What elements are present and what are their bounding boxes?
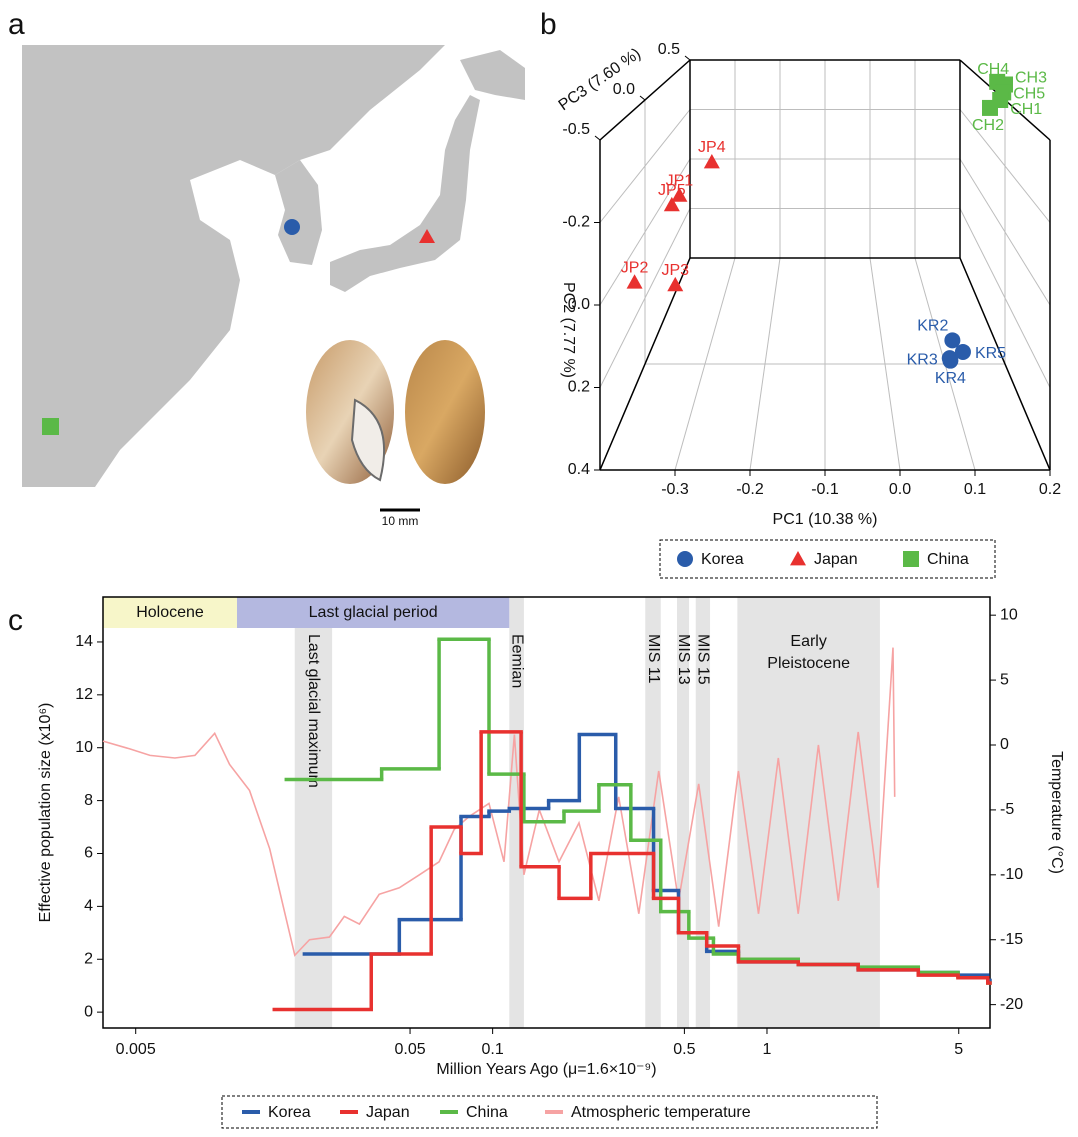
y-tick-label: 12 — [75, 686, 93, 703]
period-label: Holocene — [136, 604, 204, 621]
legend-label: Atmospheric temperature — [571, 1104, 751, 1121]
shaded-label: Pleistocene — [767, 655, 850, 672]
tick-mark — [640, 96, 645, 100]
x-tick-label: 5 — [954, 1041, 963, 1058]
panel-label: c — [8, 604, 23, 637]
point — [942, 353, 958, 369]
tick-mark — [685, 56, 690, 60]
x-tick-label: 0.05 — [394, 1041, 425, 1058]
x-tick-label: -0.1 — [811, 481, 839, 498]
x-tick-label: 0.1 — [964, 481, 986, 498]
legend-label: Japan — [366, 1104, 410, 1121]
y2-tick-label: -10 — [1000, 866, 1023, 883]
legend-label: Japan — [814, 551, 858, 568]
legend-label: Korea — [268, 1104, 311, 1121]
point-label: JP2 — [621, 259, 649, 276]
y2-tick-label: -15 — [1000, 931, 1023, 948]
figure: a 10 mm b -0.3 -0.2 -0.1 0.0 0.1 0.2 -0.2 0.0 0.2… — [0, 0, 1078, 1137]
point-label: CH4 — [977, 61, 1009, 78]
x-axis-title: PC1 (10.38 %) — [773, 511, 878, 528]
x-tick-label: -0.3 — [661, 481, 689, 498]
z-tick-label: 0.5 — [658, 41, 680, 58]
y-tick-label: 0 — [84, 1003, 93, 1020]
shaded-label: Early — [790, 633, 826, 650]
y-tick-label: 0.2 — [568, 379, 590, 396]
panel-label: b — [540, 8, 557, 41]
shaded-label: Last glacial maximum — [305, 634, 322, 788]
shaded-label: MIS 15 — [695, 634, 712, 685]
legend-marker — [790, 551, 806, 565]
y2-tick-label: -5 — [1000, 801, 1014, 818]
y2-tick-label: 0 — [1000, 736, 1009, 753]
z-axis-title: PC3 (7.60 %) — [556, 45, 644, 114]
y-tick-label: 8 — [84, 792, 93, 809]
y2-tick-label: 10 — [1000, 606, 1018, 623]
legend-label: China — [927, 551, 969, 568]
z-tick-label: -0.5 — [562, 121, 590, 138]
y2-tick-label: 5 — [1000, 671, 1009, 688]
y-tick-label: 6 — [84, 845, 93, 862]
y-tick-label: 10 — [75, 739, 93, 756]
x-axis-title: Million Years Ago (μ=1.6×10⁻⁹) — [436, 1061, 656, 1078]
x-tick-label: 0.005 — [116, 1041, 156, 1058]
y2-tick-label: -20 — [1000, 996, 1023, 1013]
point-label: KR4 — [935, 370, 966, 387]
point-label: JP3 — [661, 262, 689, 279]
legend-label: China — [466, 1104, 508, 1121]
china-site — [42, 418, 59, 435]
shaded-label: MIS 11 — [645, 634, 662, 684]
x-tick-label: -0.2 — [736, 481, 764, 498]
point-label: CH1 — [1010, 101, 1042, 118]
x-tick-label: 1 — [763, 1041, 772, 1058]
korea-site — [284, 219, 300, 235]
point-label: KR2 — [917, 318, 948, 335]
y-tick-label: 2 — [84, 950, 93, 967]
x-tick-label: 0.5 — [673, 1041, 695, 1058]
shaded-label: Eemian — [508, 634, 525, 688]
point-label: JP5 — [658, 182, 686, 199]
y-tick-label: 0.4 — [568, 461, 590, 478]
tick-mark — [595, 136, 600, 140]
y-tick-label: -0.2 — [562, 214, 590, 231]
x-tick-label: 0.0 — [889, 481, 911, 498]
legend-marker — [677, 551, 693, 567]
x-tick-label: 0.2 — [1039, 481, 1061, 498]
legend-marker — [903, 551, 919, 567]
y2-axis-title: Temperature (°C) — [1048, 751, 1065, 874]
shaded-label: MIS 13 — [675, 634, 692, 685]
y-axis-title: Effective population size (x10⁶) — [37, 703, 54, 923]
point — [982, 100, 998, 116]
shell-photo — [405, 340, 485, 484]
period-label: Last glacial period — [309, 604, 438, 621]
legend-label: Korea — [701, 551, 744, 568]
point-label: CH2 — [972, 117, 1004, 134]
scale-bar-label: 10 mm — [382, 514, 419, 528]
point-label: KR5 — [975, 345, 1006, 362]
point-label: JP4 — [698, 139, 726, 156]
panel-label: a — [8, 8, 25, 41]
x-tick-label: 0.1 — [482, 1041, 504, 1058]
point-label: KR3 — [907, 351, 938, 368]
y-axis-title: PC2 (7.77 %) — [560, 282, 577, 378]
map-panel: a 10 mm — [8, 8, 525, 528]
z-tick-label: 0.0 — [613, 81, 635, 98]
point-label: CH5 — [1013, 86, 1045, 103]
y-tick-label: 14 — [75, 633, 93, 650]
y-tick-label: 4 — [84, 898, 93, 915]
point-label: CH3 — [1015, 70, 1047, 87]
